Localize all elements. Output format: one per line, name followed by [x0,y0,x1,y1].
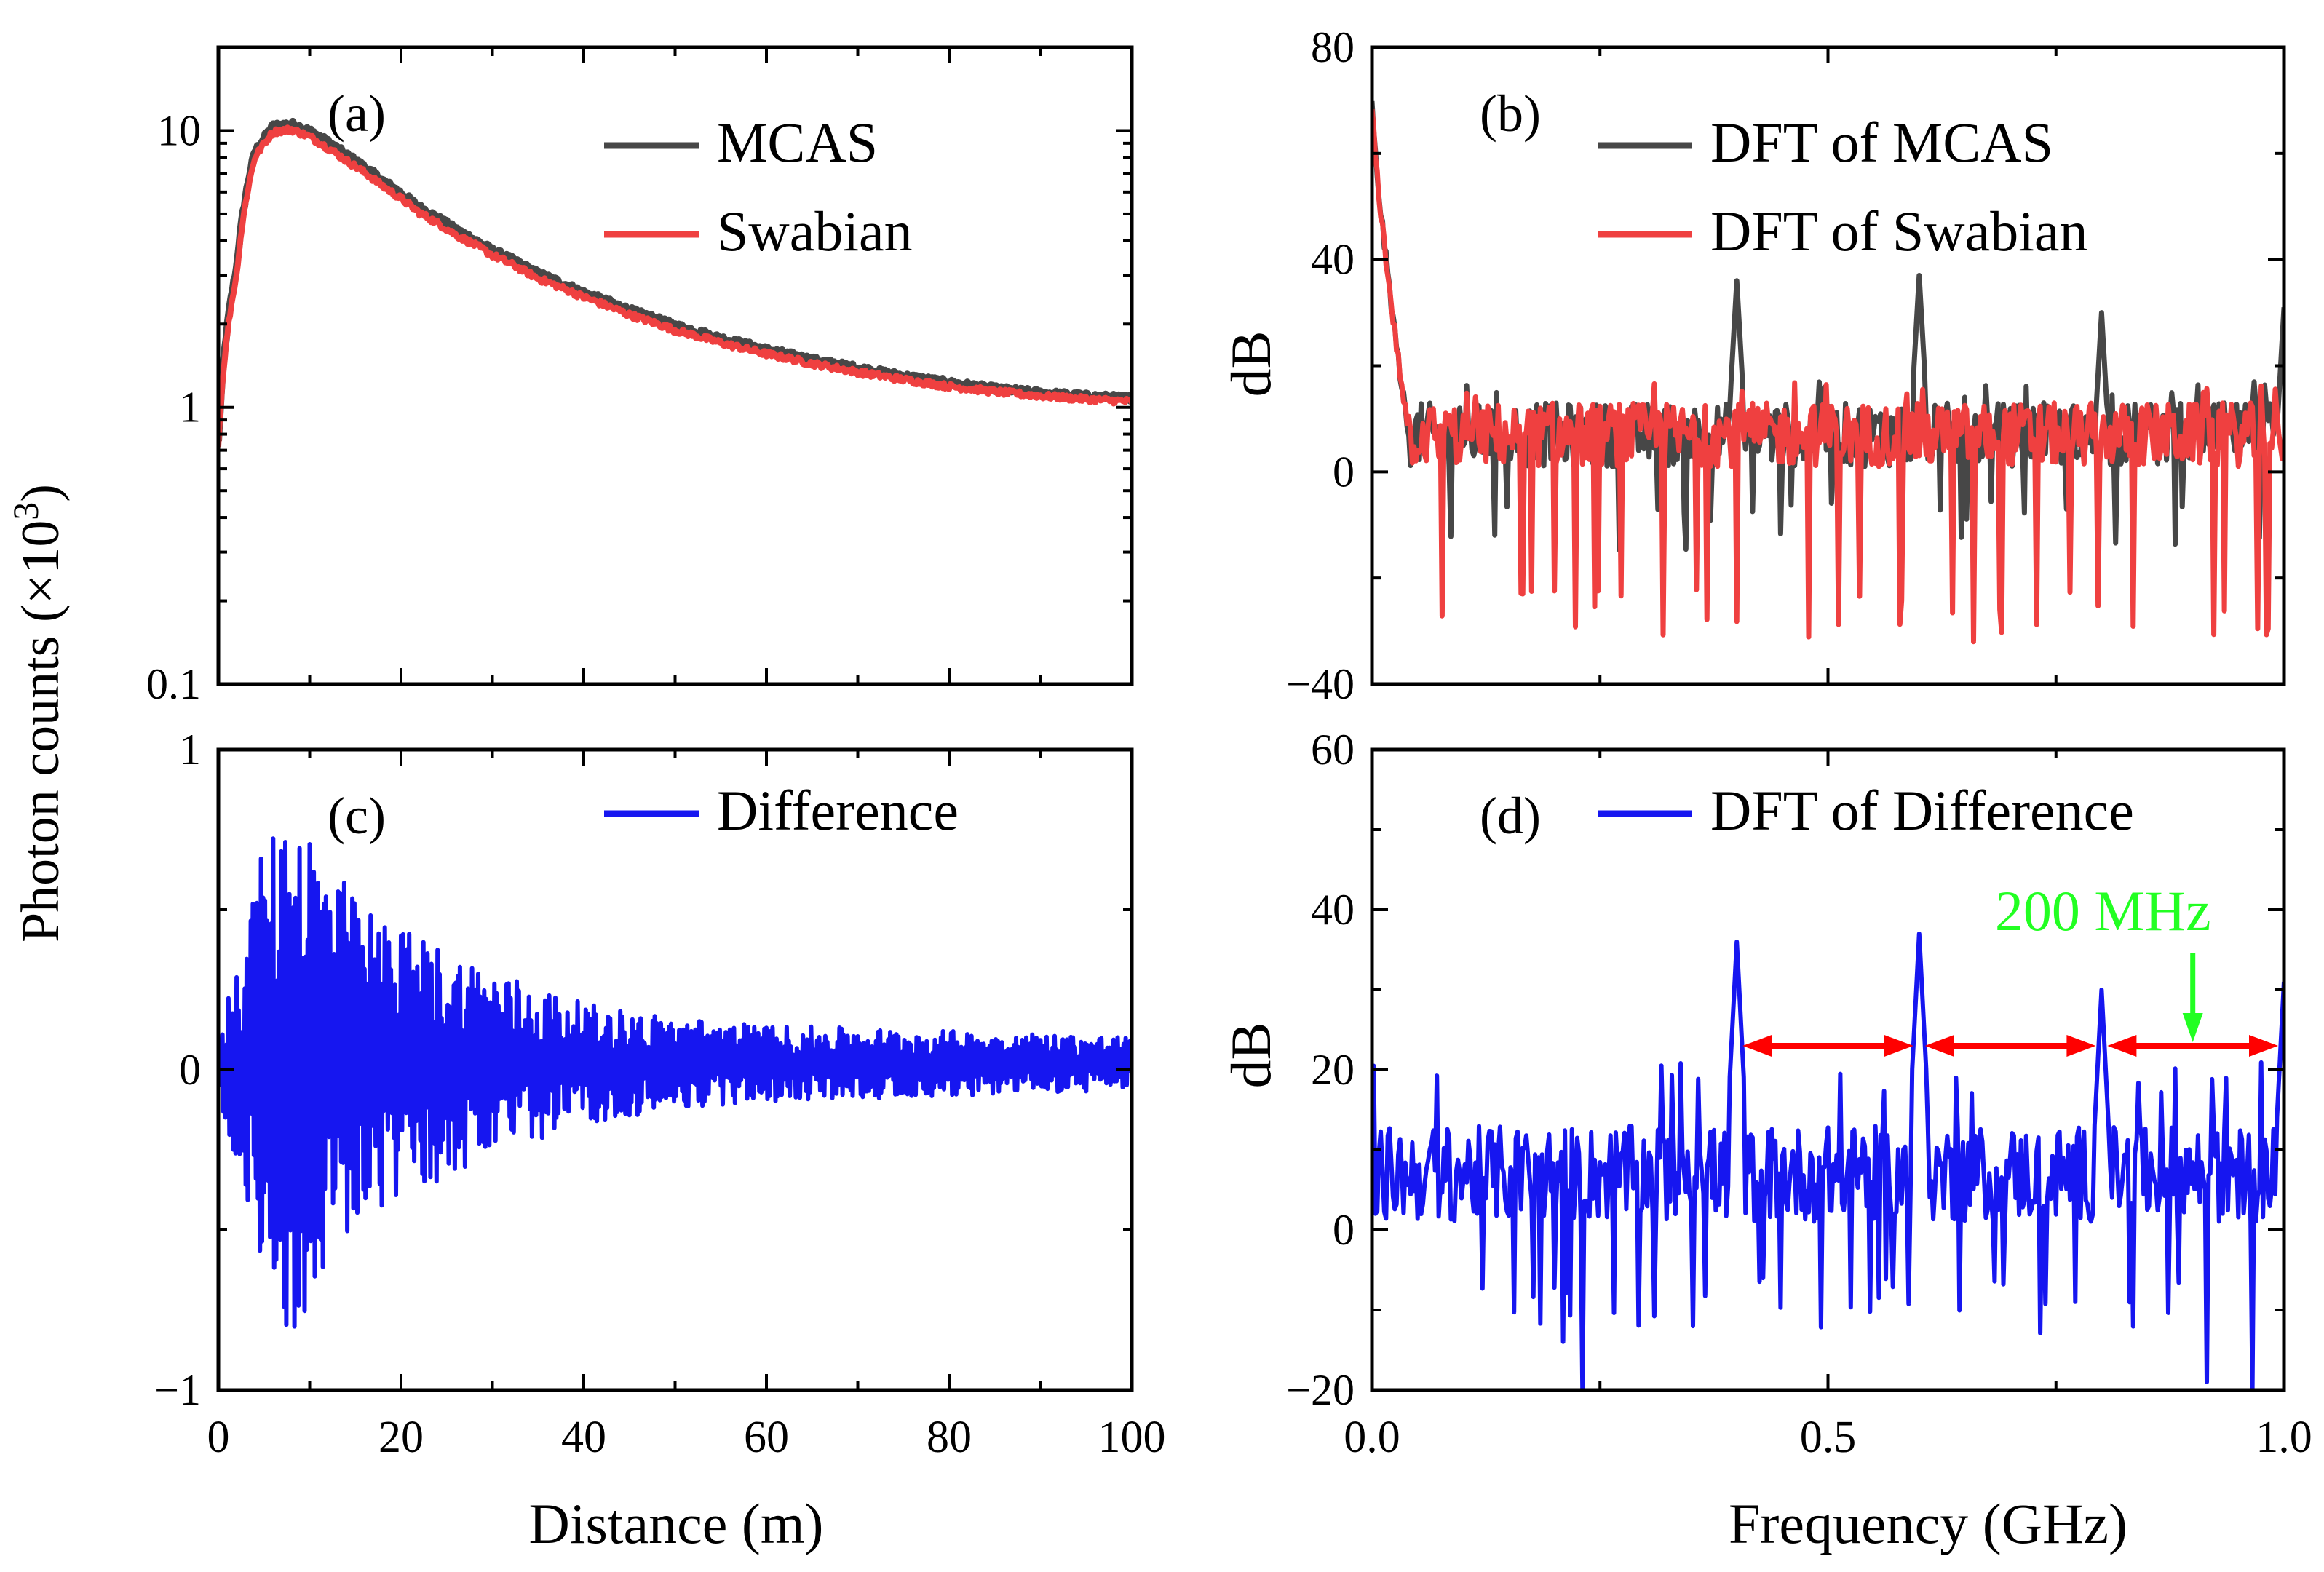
x-axis-label-left: Distance (m) [528,1492,823,1555]
y-tick-label-b-2: 40 [1311,236,1355,284]
y-tick-label-c-0: −1 [154,1366,201,1414]
y-tick-label-d-4: 60 [1311,726,1355,774]
x-tick-label-c-0: 0 [207,1413,230,1462]
panel-c: 0 20 40 60 80 100−101(c) Difference [154,726,1165,1462]
plot-area-c [218,836,1132,1329]
spacing-arrowhead-right-1 [2066,1035,2096,1057]
spacing-arrowhead-right-0 [1884,1035,1913,1057]
spacing-arrowhead-left-1 [1924,1035,1954,1057]
annotation-200mhz: 200 MHz [1995,879,2211,942]
y-tick-label-b-3: 80 [1311,23,1355,71]
y-tick-label-a-1: 1 [179,384,201,432]
x-tick-label-c-4: 80 [927,1413,972,1462]
y-tick-label-a-0: 0.1 [146,660,201,708]
series-line-a-1 [218,124,1132,448]
axes-frame-b [1370,45,2286,686]
x-tick-label-d-1: 0.5 [1800,1413,1857,1462]
y-tick-label-a-2: 10 [157,106,201,154]
y-tick-label-b-0: −40 [1286,660,1355,708]
y-tick-label-c-2: 1 [179,726,201,774]
x-tick-label-c-1: 20 [378,1413,424,1462]
x-tick-label-c-5: 100 [1098,1413,1166,1462]
panel-label-b: (b) [1480,84,1541,143]
legend-label-b-0: DFT of MCAS [1710,111,2053,174]
x-axis-label-right: Frequency (GHz) [1729,1492,2127,1555]
x-tick-label-c-2: 40 [561,1413,606,1462]
series-line-b-1 [1372,108,2284,645]
y-tick-label-b-1: 0 [1333,448,1355,496]
panel-label-c: (c) [328,787,386,845]
y-tick-label-d-3: 40 [1311,886,1355,934]
spacing-arrowhead-left-2 [2107,1035,2137,1057]
plot-area-b [1372,100,2284,645]
legend-label-d-0: DFT of Difference [1710,779,2134,842]
series-line-c [218,836,1132,1329]
y-axis-label-b: dB [1219,330,1282,397]
x-tick-label-d-2: 1.0 [2256,1413,2312,1462]
spacing-arrowhead-right-2 [2249,1035,2278,1057]
plot-area-a [218,117,1132,448]
shared-y-axis-label: Photon counts (×103) [5,484,71,942]
panel-label-d: (d) [1480,787,1541,845]
axes-frame-c [216,747,1134,1392]
y-axis-label-d: dB [1219,1022,1282,1088]
y-tick-label-c-1: 0 [179,1046,201,1094]
annotation-arrowhead [2182,1013,2203,1042]
legend-label-a-1: Swabian [717,199,913,263]
panel-b: −40 0 40 80 (b) DFT of MCAS DFT of Swabian [1286,23,2286,708]
x-tick-label-c-3: 60 [744,1413,789,1462]
panel-d: 200 MHz 0.0 0.5 1.0 −20 0 20 40 60 (d) DFT of Diff… [1286,726,2312,1462]
y-tick-label-d-2: 20 [1311,1046,1355,1094]
axes-frame-a [216,45,1134,686]
y-tick-label-d-1: 0 [1333,1206,1355,1254]
legend-label-c-0: Difference [717,779,959,842]
y-tick-label-d-0: −20 [1286,1366,1355,1414]
series-line-d [1372,932,2284,1390]
spacing-arrowhead-left-0 [1742,1035,1772,1057]
legend-label-b-1: DFT of Swabian [1710,199,2088,263]
panel-label-a: (a) [328,84,386,143]
legend-label-a-0: MCAS [717,111,878,174]
plot-area-d [1372,932,2284,1390]
axes-frame-d [1370,747,2286,1392]
panel-a: 0.1 1 10 (a) MCAS Swabian [146,45,1134,708]
x-tick-label-d-0: 0.0 [1344,1413,1400,1462]
